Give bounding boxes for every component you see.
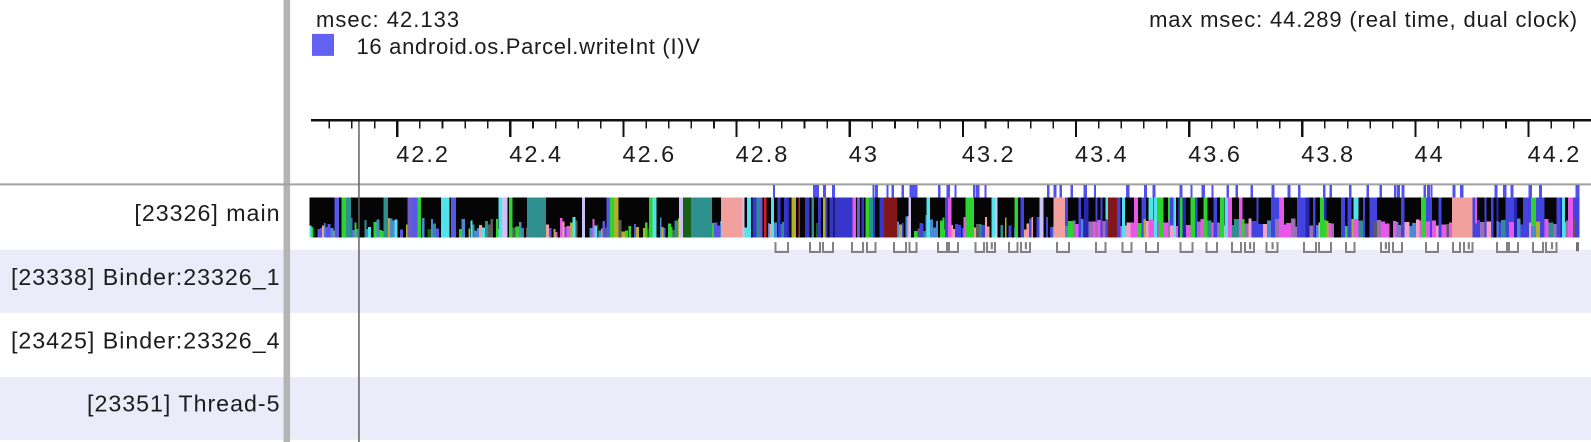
svg-text:43.6: 43.6 [1188,141,1242,167]
svg-text:msec: 42.133: msec: 42.133 [316,7,460,32]
svg-text:[23326] main: [23326] main [134,200,280,226]
svg-text:16 android.os.Parcel.writeInt: 16 android.os.Parcel.writeInt (I)V [357,34,701,59]
svg-text:43.8: 43.8 [1301,141,1355,167]
svg-text:42.2: 42.2 [396,141,450,167]
svg-text:42.4: 42.4 [509,141,563,167]
svg-text:44.2: 44.2 [1528,141,1582,167]
svg-text:43: 43 [849,141,879,167]
svg-text:43.2: 43.2 [962,141,1016,167]
svg-text:max msec: 44.289 (real time, d: max msec: 44.289 (real time, dual clock) [1149,7,1578,32]
svg-text:43.4: 43.4 [1075,141,1129,167]
svg-text:[23338] Binder:23326_1: [23338] Binder:23326_1 [11,264,281,290]
svg-text:42.6: 42.6 [623,141,677,167]
svg-text:[23425] Binder:23326_4: [23425] Binder:23326_4 [11,327,281,353]
svg-text:[23351] Thread-5: [23351] Thread-5 [87,391,280,417]
svg-text:42.8: 42.8 [736,141,790,167]
svg-text:44: 44 [1415,141,1445,167]
